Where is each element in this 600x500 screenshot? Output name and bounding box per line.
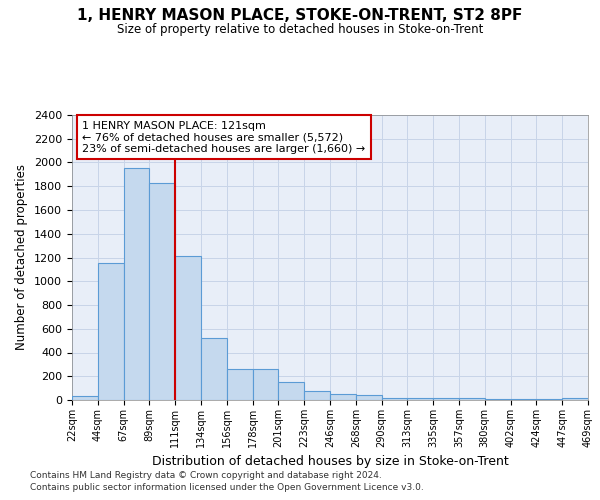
Bar: [278, 382, 304, 400]
Bar: [201, 338, 227, 400]
Bar: [227, 368, 253, 400]
Y-axis label: Number of detached properties: Number of detached properties: [16, 164, 28, 350]
Bar: [407, 398, 433, 400]
Bar: [304, 390, 330, 400]
Bar: [562, 398, 588, 400]
Bar: [124, 168, 149, 400]
Bar: [72, 396, 98, 400]
Bar: [149, 182, 175, 400]
Text: Contains HM Land Registry data © Crown copyright and database right 2024.: Contains HM Land Registry data © Crown c…: [30, 471, 382, 480]
Text: Contains public sector information licensed under the Open Government Licence v3: Contains public sector information licen…: [30, 484, 424, 492]
Bar: [356, 394, 382, 400]
Bar: [253, 368, 278, 400]
Bar: [433, 398, 459, 400]
Bar: [382, 398, 407, 400]
Bar: [98, 264, 124, 400]
Bar: [330, 394, 356, 400]
X-axis label: Distribution of detached houses by size in Stoke-on-Trent: Distribution of detached houses by size …: [152, 456, 508, 468]
Bar: [459, 398, 485, 400]
Text: Size of property relative to detached houses in Stoke-on-Trent: Size of property relative to detached ho…: [117, 22, 483, 36]
Bar: [175, 256, 201, 400]
Text: 1 HENRY MASON PLACE: 121sqm
← 76% of detached houses are smaller (5,572)
23% of : 1 HENRY MASON PLACE: 121sqm ← 76% of det…: [82, 120, 365, 154]
Text: 1, HENRY MASON PLACE, STOKE-ON-TRENT, ST2 8PF: 1, HENRY MASON PLACE, STOKE-ON-TRENT, ST…: [77, 8, 523, 22]
